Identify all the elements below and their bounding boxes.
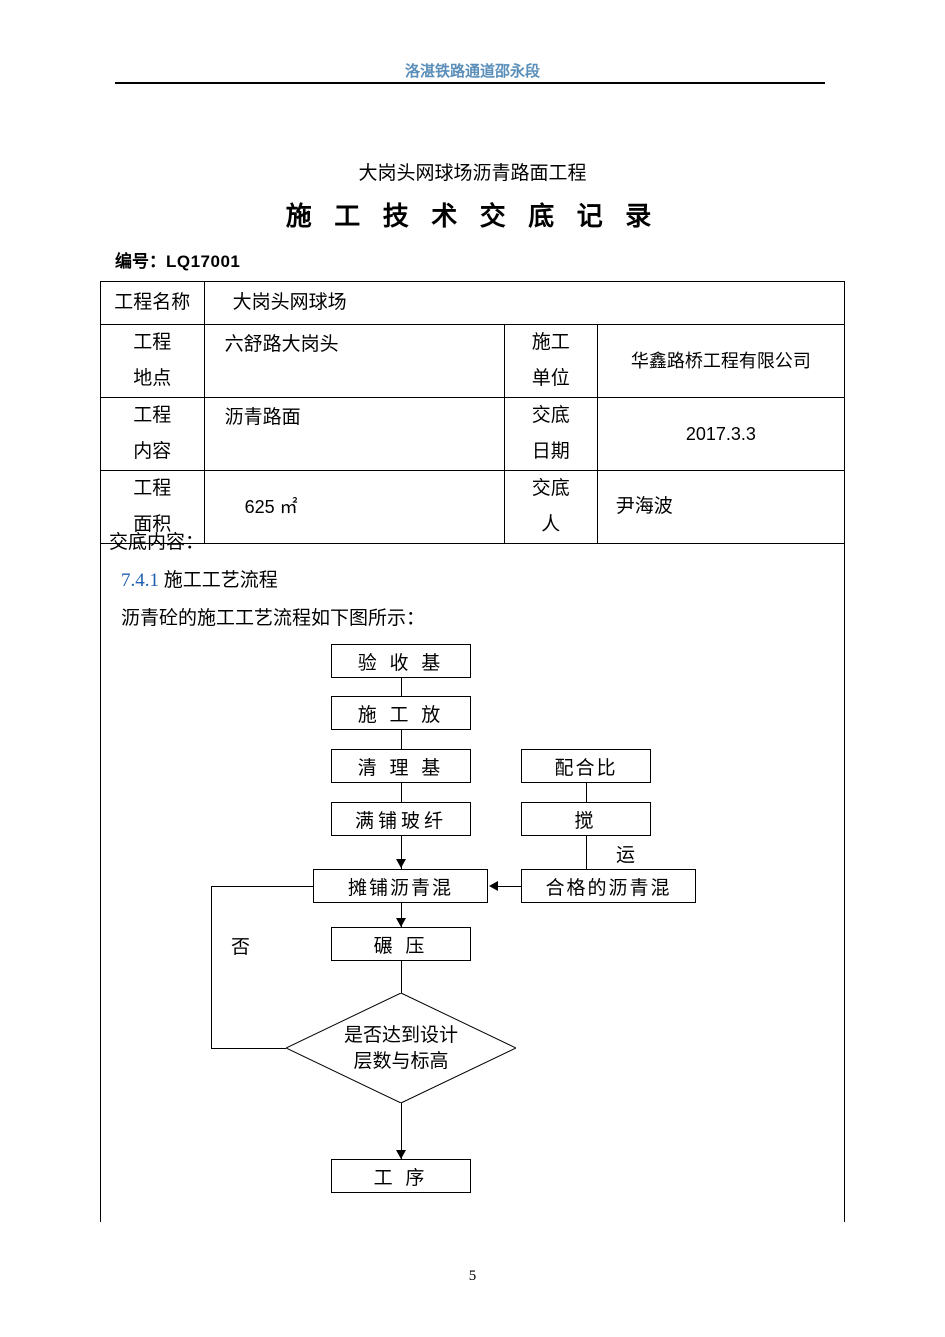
intro-line: 沥青砼的施工工艺流程如下图所示： <box>101 600 844 638</box>
flow-node-accept-base: 验 收 基 <box>331 644 471 678</box>
arrow <box>211 1048 286 1049</box>
decision-text: 是否达到设计层数与标高 <box>286 1023 516 1075</box>
table-row: 工程名称 大岗头网球场 <box>101 282 845 325</box>
page: 洛湛铁路通道邵永段 大岗头网球场沥青路面工程 施 工 技 术 交 底 记 录 编… <box>0 0 945 1337</box>
location-value: 六舒路大岗头 <box>204 325 504 398</box>
doc-number-label: 编号： <box>115 252 166 271</box>
arrow <box>211 886 212 1048</box>
main-title: 施 工 技 术 交 底 记 录 <box>0 196 945 233</box>
content-heading: 交底内容： <box>101 524 844 562</box>
header-watermark: 洛湛铁路通道邵永段 <box>0 60 945 81</box>
arrow-head <box>396 859 406 868</box>
date-label: 交底日期 <box>504 398 597 471</box>
date-value: 2017.3.3 <box>597 398 844 471</box>
arrow <box>401 678 402 696</box>
header-rule <box>115 82 825 84</box>
doc-number-value: LQ17001 <box>166 252 240 271</box>
flow-decision: 是否达到设计层数与标高 <box>286 993 516 1103</box>
arrow-head <box>396 1150 406 1159</box>
flow-node-construct-set: 施 工 放 <box>331 696 471 730</box>
page-number: 5 <box>0 1268 945 1285</box>
arrow <box>496 886 521 887</box>
content-value: 沥青路面 <box>204 398 504 471</box>
flow-node-compaction: 碾 压 <box>331 927 471 961</box>
flow-node-mix-ratio: 配合比 <box>521 749 651 783</box>
flow-node-mixing: 搅 <box>521 802 651 836</box>
project-name-label: 工程名称 <box>101 282 205 325</box>
table-row: 工程内容 沥青路面 交底日期 2017.3.3 <box>101 398 845 471</box>
arrow <box>586 836 587 869</box>
info-table: 工程名称 大岗头网球场 工程地点 六舒路大岗头 施工单位 华鑫路桥工程有限公司 … <box>100 281 845 544</box>
flowchart: 验 收 基 施 工 放 清 理 基 满铺玻纤 摊铺沥青混 碾 压 配合比 搅 合… <box>101 644 846 1214</box>
flow-node-pave-asphalt: 摊铺沥青混 <box>313 869 488 903</box>
flow-node-qualified-mix: 合格的沥青混 <box>521 869 696 903</box>
arrow <box>401 961 402 993</box>
section-number: 7.4.1 <box>121 570 159 591</box>
project-subtitle: 大岗头网球场沥青路面工程 <box>0 158 945 185</box>
content-label: 工程内容 <box>101 398 205 471</box>
flow-node-process: 工 序 <box>331 1159 471 1193</box>
unit-value: 华鑫路桥工程有限公司 <box>597 325 844 398</box>
flow-node-clean-base: 清 理 基 <box>331 749 471 783</box>
arrow <box>401 730 402 749</box>
doc-number: 编号：LQ17001 <box>115 247 240 272</box>
content-area: 交底内容： 7.4.1 施工工艺流程 沥青砼的施工工艺流程如下图所示： 验 收 … <box>100 524 845 1222</box>
section-title: 施工工艺流程 <box>159 570 278 591</box>
arrow <box>401 783 402 802</box>
transport-label: 运 <box>616 840 635 867</box>
location-label: 工程地点 <box>101 325 205 398</box>
arrow <box>586 783 587 802</box>
unit-label: 施工单位 <box>504 325 597 398</box>
section-line: 7.4.1 施工工艺流程 <box>101 562 844 600</box>
arrow-head <box>489 881 498 891</box>
project-name-value: 大岗头网球场 <box>204 282 844 325</box>
flow-node-fiber-layer: 满铺玻纤 <box>331 802 471 836</box>
arrow <box>211 886 313 887</box>
table-row: 工程地点 六舒路大岗头 施工单位 华鑫路桥工程有限公司 <box>101 325 845 398</box>
arrow-head <box>396 918 406 927</box>
no-label: 否 <box>231 932 250 959</box>
